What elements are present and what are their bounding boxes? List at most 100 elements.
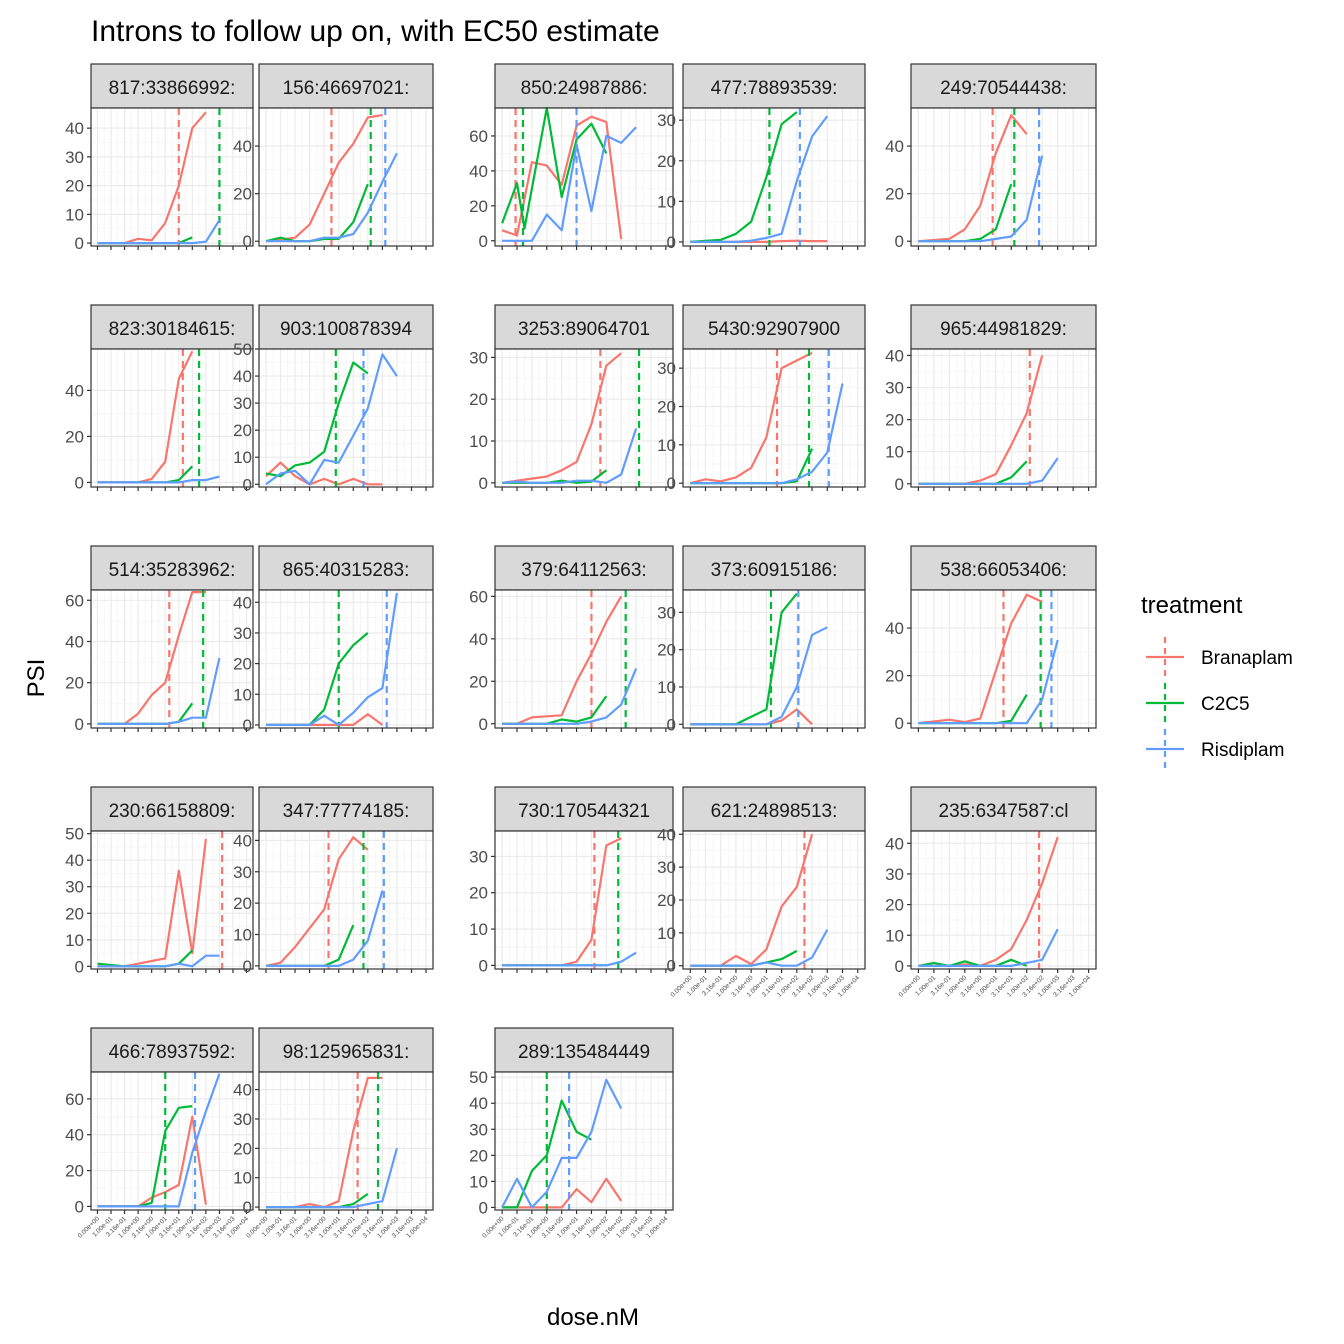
- y-tick-label: 20: [233, 421, 252, 440]
- y-tick-label: 50: [65, 825, 84, 844]
- legend: treatment Branaplam C2C5 Risdiplam: [1141, 592, 1293, 769]
- facet-strip-label: 850:24987886:: [521, 78, 648, 99]
- series-line-branaplam: [690, 833, 814, 967]
- legend-label: Risdiplam: [1201, 740, 1284, 761]
- y-tick-label: 50: [233, 340, 252, 359]
- y-tick-label: 0: [75, 234, 84, 253]
- y-tick-label: 0: [895, 475, 904, 494]
- y-tick-label: 20: [233, 185, 252, 204]
- panel-grid: [91, 1072, 253, 1210]
- y-tick-label: 40: [233, 367, 252, 386]
- facet-strip: [258, 786, 434, 832]
- facet-panel: 230:66158809: 0 10 20 30 40 50: [65, 786, 254, 976]
- y-tick-label: 30: [469, 348, 488, 367]
- panel-border: [910, 830, 1097, 970]
- series-line-risdiplam: [502, 428, 638, 484]
- y-tick-label: 40: [469, 162, 488, 181]
- y-tick-label: 60: [469, 127, 488, 146]
- facet-strip-label: 373:60915186:: [711, 560, 838, 581]
- facet-panel: 156:46697021: 0 20 40: [233, 63, 434, 251]
- panel-grid: [259, 348, 433, 487]
- facet-strip-label: 5430:92907900: [708, 319, 840, 340]
- series-line-risdiplam: [502, 668, 638, 725]
- panel-border: [682, 348, 866, 488]
- y-tick-label: 20: [885, 667, 904, 686]
- y-tick-label: 20: [885, 896, 904, 915]
- panel-grid: [911, 108, 1096, 246]
- facet-strip-label: 289:135484449: [518, 1042, 650, 1063]
- y-tick-label: 40: [885, 619, 904, 638]
- facet-strip: [258, 304, 434, 350]
- y-tick-label: 0: [243, 232, 252, 251]
- y-tick-label: 0: [479, 232, 488, 251]
- y-tick-label: 0: [895, 232, 904, 251]
- facet-strip: [494, 304, 674, 350]
- facet-panel: 730:170544321 0 10 20 30: [469, 786, 674, 975]
- y-tick-label: 0: [667, 957, 676, 976]
- y-axis-label: PSI: [23, 659, 50, 698]
- y-tick-label: 20: [65, 427, 84, 446]
- panel-grid: [911, 349, 1096, 487]
- series-line-risdiplam: [918, 155, 1044, 243]
- legend-label: C2C5: [1201, 694, 1250, 715]
- panel-border: [90, 107, 254, 247]
- facet-panel: 3253:89064701 0 10 20 30: [469, 304, 674, 493]
- facet-strip-label: 965:44981829:: [940, 319, 1067, 340]
- facet-strip-label: 235:6347587:cl: [939, 801, 1069, 822]
- panel-grid: [683, 349, 865, 487]
- y-tick-label: 30: [233, 863, 252, 882]
- facet-panel: 249:70544438: 0 20 40: [885, 63, 1097, 251]
- series-line-c2c5: [501, 106, 608, 230]
- panel-grid: [495, 349, 673, 487]
- legend-label: Branaplam: [1201, 648, 1293, 669]
- y-tick-label: 10: [657, 436, 676, 455]
- facet-strip: [90, 786, 254, 832]
- y-tick-label: 20: [65, 1162, 84, 1181]
- y-tick-label: 20: [469, 197, 488, 216]
- y-tick-label: 10: [885, 443, 904, 462]
- series-line-branaplam: [690, 351, 813, 485]
- y-tick-label: 30: [469, 847, 488, 866]
- series-line-risdiplam: [266, 592, 398, 727]
- facet-strip-label: 865:40315283:: [283, 560, 410, 581]
- facet-panel: 466:78937592:02040600.00e+001.00e-013.16…: [65, 1027, 254, 1240]
- y-tick-label: 0: [75, 957, 84, 976]
- y-tick-label: 40: [233, 137, 252, 156]
- facet-strip: [90, 545, 254, 591]
- y-tick-label: 40: [65, 381, 84, 400]
- facet-strip-label: 466:78937592:: [109, 1042, 236, 1063]
- y-tick-label: 0: [895, 957, 904, 976]
- legend-item: C2C5: [1146, 683, 1250, 723]
- facet-strip: [90, 304, 254, 350]
- series-line-risdiplam: [97, 475, 220, 484]
- series-line-c2c5: [502, 1099, 592, 1209]
- y-tick-label: 30: [657, 359, 676, 378]
- y-tick-label: 10: [233, 926, 252, 945]
- facet-strip: [494, 545, 674, 591]
- panel-border: [910, 348, 1097, 488]
- y-tick-label: 40: [233, 1081, 252, 1100]
- panel-grid: [495, 831, 673, 969]
- y-tick-label: 10: [885, 926, 904, 945]
- facet-strip-label: 621:24898513:: [711, 801, 838, 822]
- panel-border: [90, 830, 254, 970]
- y-tick-label: 0: [243, 957, 252, 976]
- y-tick-label: 30: [233, 1110, 252, 1129]
- facet-strip-label: 379:64112563:: [521, 560, 646, 581]
- y-tick-label: 10: [469, 432, 488, 451]
- series-line-branaplam: [502, 595, 623, 725]
- y-tick-label: 20: [885, 185, 904, 204]
- facet-strip: [90, 63, 254, 109]
- y-tick-label: 20: [65, 177, 84, 196]
- facet-panel: 965:44981829: 0 10 20 30 40: [885, 304, 1097, 494]
- y-tick-label: 60: [65, 1090, 84, 1109]
- facet-panel: 373:60915186: 0 10 20 30: [657, 545, 866, 734]
- y-tick-label: 20: [65, 674, 84, 693]
- y-tick-label: 0: [479, 1198, 488, 1217]
- panel-border: [682, 107, 866, 247]
- y-tick-label: 40: [469, 630, 488, 649]
- facet-panel: 514:35283962: 0 20 40 60: [65, 545, 254, 734]
- x-axis-label: dose.nM: [547, 1304, 639, 1331]
- panel-grid: [259, 1072, 433, 1210]
- y-tick-label: 30: [233, 624, 252, 643]
